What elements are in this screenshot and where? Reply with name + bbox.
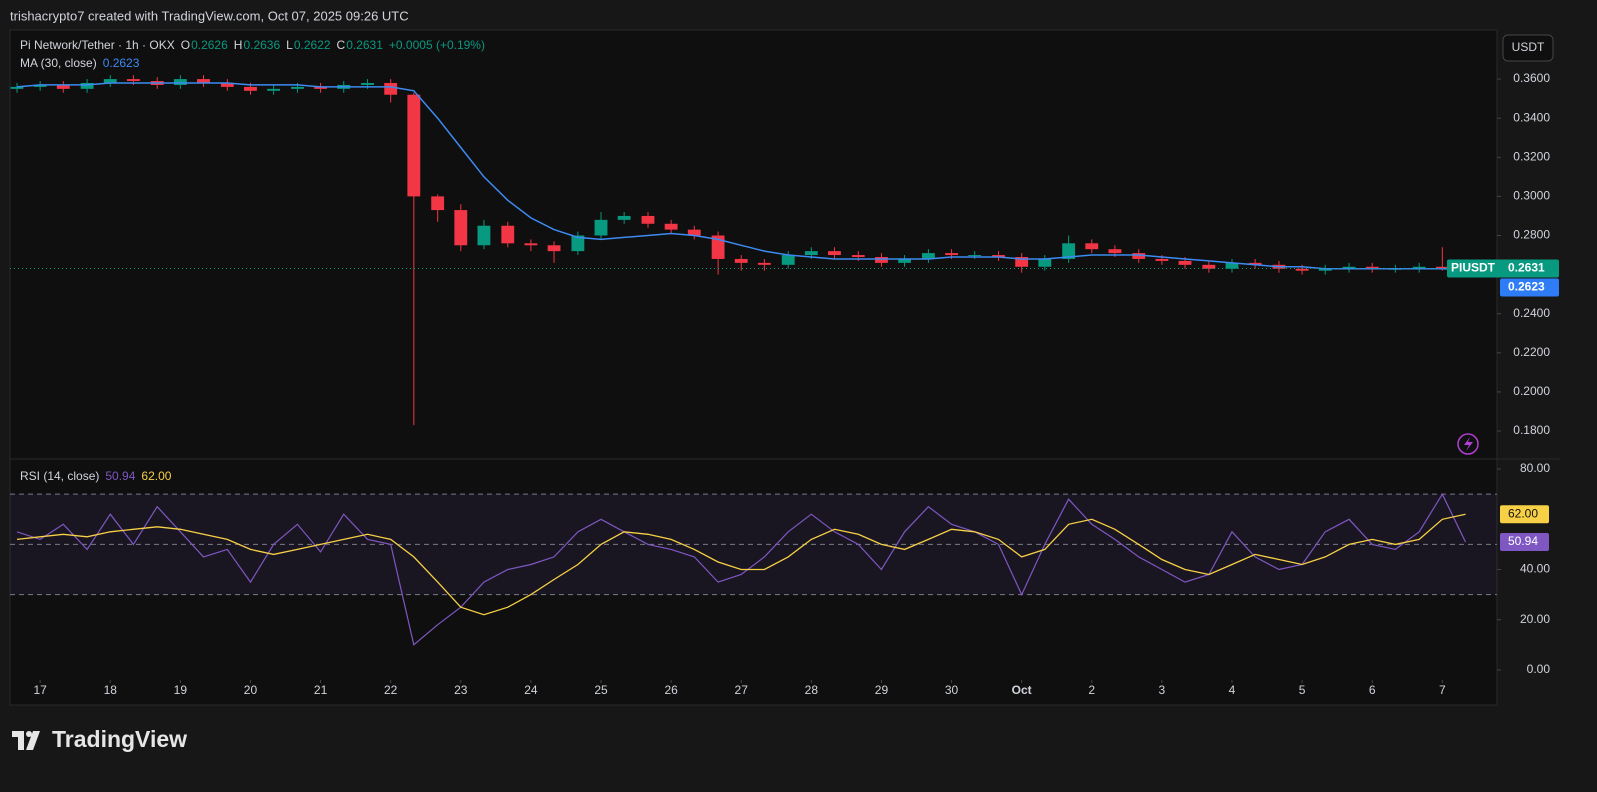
candle-body	[291, 87, 304, 89]
ohlc-value: 0.2636	[243, 38, 280, 52]
candle-body	[407, 95, 420, 197]
last-price-label: 0.2631	[1508, 261, 1545, 275]
candle-body	[852, 255, 865, 257]
brand: TradingView	[52, 726, 187, 752]
y-tick-label: 0.2000	[1513, 384, 1550, 398]
candle-body	[782, 255, 795, 265]
candle-body	[478, 226, 491, 246]
y-tick-label: 0.1800	[1513, 423, 1550, 437]
x-tick-label: 27	[735, 683, 749, 697]
ma-legend: MA (30, close)	[20, 56, 97, 70]
candle-body	[945, 253, 958, 255]
candle-body	[1179, 261, 1192, 265]
rsi-y-tick-label: 40.00	[1520, 562, 1550, 576]
candle-body	[1038, 259, 1051, 267]
logo	[12, 731, 40, 750]
rsi-legend-value: 50.94	[105, 469, 135, 483]
candle-body	[454, 210, 467, 245]
title: Pi Network/Tether · 1h · OKX	[20, 38, 175, 52]
candle-body	[642, 216, 655, 224]
rsi-last-label: 50.94	[1508, 534, 1538, 548]
x-tick-label: 17	[33, 683, 47, 697]
x-tick-label: 30	[945, 683, 959, 697]
candle-body	[828, 251, 841, 255]
rsi-y-tick-label: 80.00	[1520, 461, 1550, 475]
x-tick-label: 25	[594, 683, 608, 697]
ma-legend-value: 0.2623	[103, 56, 140, 70]
x-tick-label: 24	[524, 683, 538, 697]
candle-body	[618, 216, 631, 220]
y-tick-label: 0.3600	[1513, 71, 1550, 85]
candle-body	[431, 196, 444, 210]
x-tick-label: 5	[1299, 683, 1306, 697]
x-tick-label: Oct	[1012, 683, 1032, 697]
candle-body	[501, 226, 514, 244]
candle-body	[384, 83, 397, 95]
chart-panel	[10, 30, 1497, 705]
ohlc-letter: C	[337, 38, 346, 52]
rsi-y-tick-label: 20.00	[1520, 612, 1550, 626]
rsi-y-tick-label: 0.00	[1527, 662, 1551, 676]
candle-body	[1155, 259, 1168, 261]
y-tick-label: 0.2400	[1513, 306, 1550, 320]
x-tick-label: 2	[1088, 683, 1095, 697]
ohlc-value: 0.2631	[346, 38, 383, 52]
x-tick-label: 29	[875, 683, 889, 697]
candle-body	[1085, 243, 1098, 249]
y-tick-label: 0.2200	[1513, 345, 1550, 359]
y-tick-label: 0.2800	[1513, 228, 1550, 242]
candle-body	[758, 263, 771, 265]
x-tick-label: 3	[1159, 683, 1166, 697]
x-tick-label: 28	[805, 683, 819, 697]
rsi-legend: RSI (14, close)	[20, 469, 99, 483]
ohlc-letter: H	[234, 38, 243, 52]
candle-body	[735, 259, 748, 263]
x-tick-label: 18	[104, 683, 118, 697]
rsi-ma-last-label: 62.00	[1508, 506, 1538, 520]
candle-body	[244, 87, 257, 91]
change: +0.0005 (+0.19%)	[389, 38, 485, 52]
candle-body	[267, 89, 280, 91]
candle-body	[595, 220, 608, 236]
x-tick-label: 26	[664, 683, 678, 697]
x-tick-label: 20	[244, 683, 258, 697]
symbol-label: PIUSDT	[1451, 261, 1496, 275]
x-tick-label: 6	[1369, 683, 1376, 697]
credit: trishacrypto7 created with TradingView.c…	[10, 8, 409, 23]
x-tick-label: 7	[1439, 683, 1446, 697]
candle-body	[805, 251, 818, 255]
x-tick-label: 4	[1229, 683, 1236, 697]
y-tick-label: 0.3200	[1513, 149, 1550, 163]
x-tick-label: 23	[454, 683, 468, 697]
ohlc-value: 0.2622	[294, 38, 331, 52]
y-tick-label: 0.3400	[1513, 110, 1550, 124]
x-tick-label: 21	[314, 683, 328, 697]
ohlc-value: 0.2626	[191, 38, 228, 52]
candle-body	[1108, 249, 1121, 253]
x-tick-label: 19	[174, 683, 188, 697]
candle-body	[968, 255, 981, 256]
candle-body	[524, 243, 537, 245]
y-tick-label: 0.3000	[1513, 189, 1550, 203]
currency[interactable]: USDT	[1512, 40, 1545, 54]
candle-body	[174, 79, 187, 85]
ohlc-letter: L	[286, 38, 293, 52]
candle-body	[1202, 265, 1215, 269]
ohlc-letter: O	[181, 38, 190, 52]
rsi-ma-legend-value: 62.00	[141, 469, 171, 483]
ma-last-label: 0.2623	[1508, 280, 1545, 294]
candle-body	[361, 83, 374, 85]
candle-body	[875, 257, 888, 263]
x-tick-label: 22	[384, 683, 398, 697]
candle-body	[548, 245, 561, 251]
candle-body	[665, 224, 678, 230]
candle-body	[127, 79, 140, 81]
